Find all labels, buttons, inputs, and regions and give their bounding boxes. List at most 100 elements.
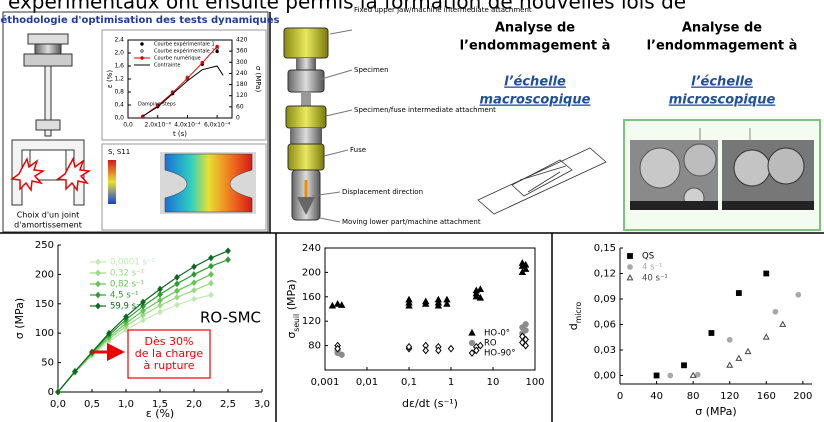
legend-label: Courbe numérique <box>154 55 201 62</box>
marker <box>448 346 453 352</box>
marker <box>469 340 474 345</box>
marker <box>175 302 179 307</box>
y-tick-label: 0,15 <box>594 243 616 254</box>
marker <box>709 331 714 336</box>
y-tick-label: 0,8 <box>114 89 124 96</box>
annotation: Damping steps <box>138 102 176 108</box>
x-tick-label: 0 <box>617 391 623 402</box>
setup-label: Displacement direction <box>342 188 423 196</box>
marker <box>330 303 336 308</box>
legend-item: QS <box>628 252 654 262</box>
marker <box>192 280 196 285</box>
marker <box>192 272 196 277</box>
marker <box>158 309 162 314</box>
caption-line: Choix d'un joint <box>17 211 80 220</box>
setup-label: Specimen <box>354 66 389 74</box>
series <box>330 260 529 308</box>
legend-item: 59,9 s⁻¹ <box>90 302 144 312</box>
y-tick-label: 1,2 <box>114 76 124 83</box>
callout-line: à rupture <box>143 359 194 372</box>
marker <box>175 295 179 300</box>
marker <box>175 281 179 286</box>
marker <box>435 297 441 302</box>
y-tick-label: 100 <box>35 328 54 339</box>
y-tick-label: 0,12 <box>594 269 616 280</box>
fem-image <box>102 144 266 230</box>
legend-item: 0,32 s⁻¹ <box>90 269 144 279</box>
y2-tick-label: 300 <box>236 59 248 66</box>
x-tick-label: 6,0x10⁻⁴ <box>204 122 231 129</box>
y-axis-label: ε (%) <box>106 70 114 88</box>
marker <box>96 303 100 308</box>
y2-tick-label: 180 <box>236 81 248 88</box>
marker <box>186 77 188 79</box>
marker <box>158 303 162 308</box>
marker <box>216 45 218 47</box>
y-label-main: σ <box>285 332 298 339</box>
x-tick-label: 120 <box>720 391 739 402</box>
x-tick-label: 2,0 <box>186 399 202 410</box>
y-tick-label: 160 <box>302 292 321 303</box>
link-line[interactable]: microscopique <box>669 93 776 108</box>
link-line[interactable]: macroscopique <box>480 93 591 108</box>
legend-label: RO <box>484 339 497 349</box>
marker <box>727 337 732 342</box>
marker <box>192 288 196 293</box>
y-tick-label: 1,6 <box>114 63 124 70</box>
x-tick-label: 3,0 <box>254 399 270 410</box>
marker <box>780 322 785 327</box>
heading-line: Analyse de <box>495 21 575 36</box>
fem-label: S, S11 <box>108 148 130 156</box>
legend-item: 4 s⁻¹ <box>628 263 663 273</box>
y-tick-label: 0,09 <box>594 294 616 305</box>
marker <box>158 292 162 297</box>
y-tick-label: 0 <box>48 387 54 398</box>
y-tick-label: 240 <box>302 243 321 254</box>
marker <box>141 50 143 52</box>
x-tick-label: 160 <box>757 391 776 402</box>
y-tick-label: 120 <box>302 316 321 327</box>
marker <box>201 62 203 64</box>
series <box>654 271 769 378</box>
x-axis-label: dε/dt (s⁻¹) <box>402 397 458 410</box>
marker <box>691 373 696 378</box>
heading-line: l’endommagement à <box>460 39 611 54</box>
y2-tick-label: 60 <box>236 103 244 110</box>
y-tick-label: 80 <box>308 341 321 352</box>
y2-tick-label: 240 <box>236 70 248 77</box>
legend-label: 0,82 s⁻¹ <box>110 280 144 290</box>
x-tick-label: 2,0x10⁻⁴ <box>145 122 172 129</box>
x-axis-label: ε (%) <box>146 407 174 420</box>
legend-item: HO-0° <box>469 329 510 339</box>
setup-label: Specimen/fuse intermediate attachment <box>354 106 496 114</box>
legend-item: Courbe numérique <box>134 55 201 62</box>
y-label-sub: micro <box>574 301 583 323</box>
y-tick-label: 0,06 <box>594 320 616 331</box>
series <box>143 66 223 116</box>
y2-axis-label: σ (MPa) <box>254 66 262 93</box>
marker <box>628 265 633 270</box>
marker <box>682 363 687 368</box>
marker <box>764 334 769 339</box>
y-tick-label: 250 <box>35 240 54 251</box>
y2-tick-label: 0 <box>236 115 240 122</box>
legend-item: 40 s⁻¹ <box>627 274 667 284</box>
marker <box>668 373 673 378</box>
setup-label: Fixed upper jaw/machine intermediate att… <box>354 6 532 14</box>
link-line[interactable]: l’échelle <box>504 75 566 90</box>
caption-line: d'amortissement <box>14 221 82 230</box>
marker <box>695 372 700 377</box>
x-tick-label: 200 <box>793 391 812 402</box>
marker <box>773 309 778 314</box>
y-axis-label: dmicro <box>567 301 583 330</box>
y2-tick-label: 120 <box>236 92 248 99</box>
link-line[interactable]: l’échelle <box>691 75 753 90</box>
marker <box>477 286 483 291</box>
marker <box>209 292 213 297</box>
legend-label: QS <box>642 252 654 262</box>
x-tick-label: 0,01 <box>356 377 378 388</box>
legend-label: Courbe expérimentale 2 <box>154 48 215 55</box>
marker <box>406 297 412 302</box>
legend-label: HO-90° <box>484 349 515 359</box>
x-tick-label: 2,5 <box>220 399 236 410</box>
